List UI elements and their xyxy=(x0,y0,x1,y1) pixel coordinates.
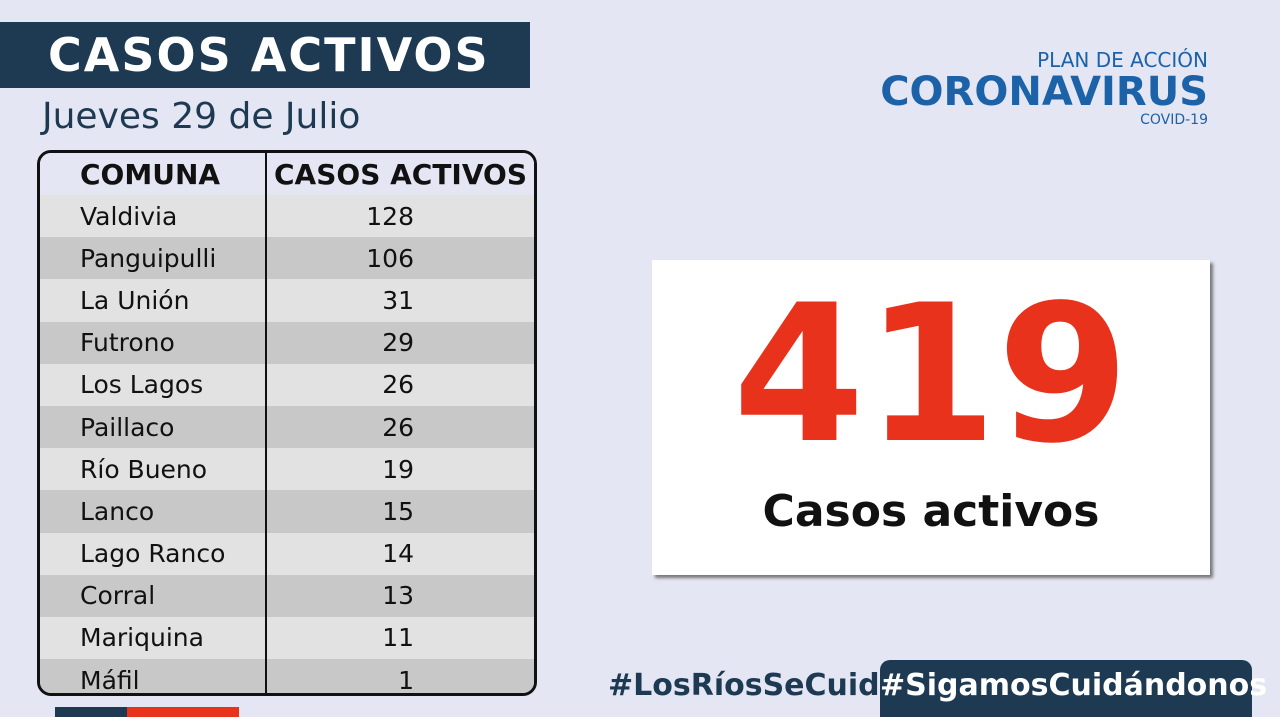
cell: Panguipulli xyxy=(40,237,267,280)
cell: 1 xyxy=(398,665,414,695)
cell: 19 xyxy=(382,454,414,484)
cell: 29 xyxy=(382,328,414,358)
cell: La Unión xyxy=(40,279,267,322)
logo-line1: PLAN DE ACCIÓN xyxy=(1037,48,1208,72)
bar-red xyxy=(127,707,239,717)
table-row: Lanco 15 xyxy=(40,490,534,533)
bar-blue xyxy=(55,707,127,717)
cell: 26 xyxy=(382,412,414,442)
logo-line3: COVID-19 xyxy=(1140,112,1208,128)
cell: 26 xyxy=(382,370,414,400)
table-row: Corral 13 xyxy=(40,574,534,617)
table-row: La Unión 31 xyxy=(40,279,534,322)
cell: 106 xyxy=(366,243,414,273)
cell: Río Bueno xyxy=(40,448,267,491)
cell: Los Lagos xyxy=(40,363,267,406)
hashtag: #SigamosCuidándonos xyxy=(880,660,1267,717)
cell: Máfil xyxy=(40,659,267,693)
cell: 31 xyxy=(382,285,414,315)
logo: PLAN DE ACCIÓN CORONAVIRUS COVID-19 xyxy=(880,48,1208,128)
cell: 128 xyxy=(366,201,414,231)
cell: Corral xyxy=(40,574,267,617)
cell: 15 xyxy=(382,496,414,526)
table-row: Paillaco 26 xyxy=(40,405,534,449)
cell: Lago Ranco xyxy=(40,532,267,575)
cell: Mariquina xyxy=(40,616,267,660)
total-label: Casos activos xyxy=(762,486,1100,537)
cell: Valdivia xyxy=(40,195,267,238)
cell: 14 xyxy=(382,539,414,569)
header-row: COMUNA CASOS ACTIVOS xyxy=(40,153,534,195)
cell: Paillaco xyxy=(40,405,267,449)
total-box: 419 Casos activos xyxy=(652,260,1210,575)
date: Jueves 29 de Julio xyxy=(42,96,361,137)
cell: Lanco xyxy=(40,490,267,533)
cell: Futrono xyxy=(40,321,267,364)
hashtag: #LosRíosSeCuida xyxy=(608,668,900,703)
table-row: Valdivia 128 xyxy=(40,195,534,238)
col-header: COMUNA xyxy=(40,153,267,195)
table-row: Río Bueno 19 xyxy=(40,448,534,491)
table-row: Mariquina 11 xyxy=(40,616,534,660)
cell: 11 xyxy=(382,623,414,653)
table-row: Panguipulli 106 xyxy=(40,237,534,280)
total-value: 419 xyxy=(732,264,1130,485)
table-row: Los Lagos 26 xyxy=(40,363,534,406)
table: COMUNA CASOS ACTIVOS Valdivia 128 Panguipul… xyxy=(37,150,537,696)
logo-line2: CORONAVIRUS xyxy=(880,69,1208,115)
table-row: Lago Ranco 14 xyxy=(40,532,534,575)
cell: 13 xyxy=(382,581,414,611)
table-row: Futrono 29 xyxy=(40,321,534,364)
table-row: Máfil 1 xyxy=(40,659,534,695)
col-header: CASOS ACTIVOS xyxy=(274,157,527,191)
title: CASOS ACTIVOS xyxy=(0,22,530,88)
